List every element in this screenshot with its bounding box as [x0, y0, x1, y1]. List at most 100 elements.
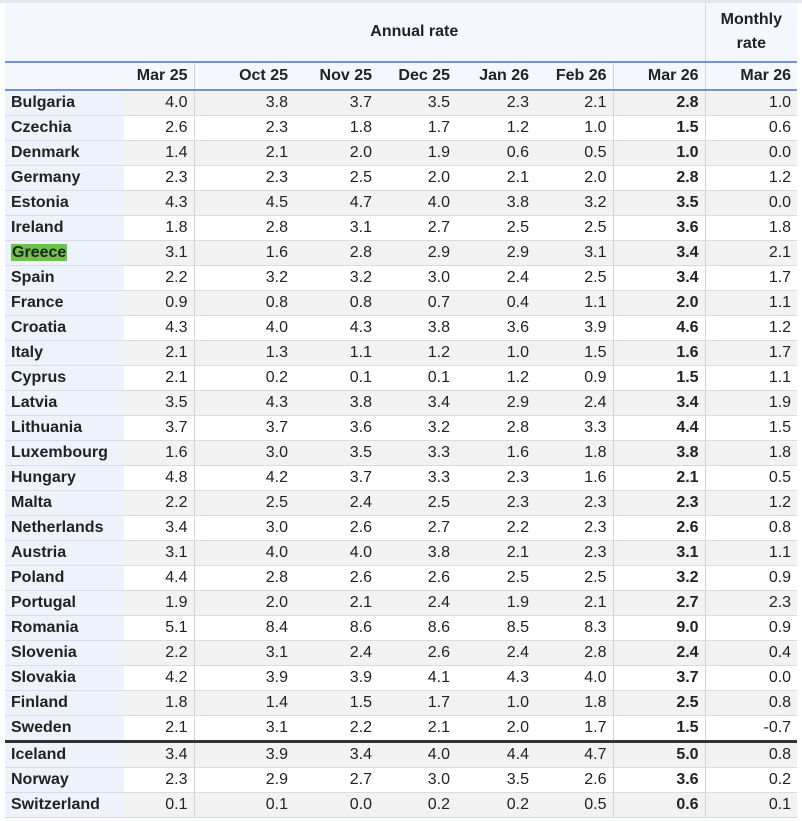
monthly-rate-cell: 0.0 [705, 190, 798, 216]
monthly-rate-cell: 1.2 [705, 315, 798, 341]
annual-rate-cell: 2.5 [456, 565, 535, 591]
annual-rate-cell: 3.9 [194, 740, 294, 768]
annual-rate-cell: 3.5 [613, 190, 706, 216]
annual-rate-cell: 3.4 [294, 740, 378, 768]
monthly-rate-cell: 1.2 [705, 490, 798, 516]
annual-rate-cell: 2.6 [294, 515, 378, 541]
annual-rate-cell: 3.8 [456, 190, 535, 216]
annual-rate-cell: 3.1 [613, 540, 706, 566]
month-header: Dec 25 [378, 61, 456, 91]
country-name: Sweden [11, 719, 72, 736]
annual-rate-cell: 2.1 [124, 715, 195, 742]
annual-rate-cell: 1.5 [613, 715, 706, 742]
country-cell: Italy [5, 340, 124, 366]
annual-rate-cell: 1.5 [294, 690, 378, 716]
annual-rate-cell: 3.8 [378, 315, 456, 341]
month-header: Mar 25 [124, 61, 195, 91]
annual-rate-cell: 2.8 [456, 415, 535, 441]
annual-rate-cell: 3.7 [124, 415, 195, 441]
annual-rate-cell: 2.7 [613, 590, 706, 616]
annual-rate-cell: 8.6 [378, 615, 456, 641]
monthly-rate-cell: 2.1 [705, 240, 798, 266]
monthly-rate-cell: 1.7 [705, 340, 798, 366]
annual-rate-cell: 3.4 [613, 390, 706, 416]
annual-rate-cell: 1.4 [194, 690, 294, 716]
month-header-row: Mar 25 Oct 25 Nov 25 Dec 25 Jan 26 Feb 26 Mar … [5, 61, 798, 91]
annual-rate-cell: 2.6 [613, 515, 706, 541]
country-name: Cyprus [11, 369, 67, 386]
country-name: Finland [11, 694, 68, 711]
annual-rate-cell: 2.6 [535, 767, 614, 793]
country-name: France [11, 294, 64, 311]
annual-rate-cell: 0.5 [535, 140, 614, 166]
annual-rate-cell: 2.4 [535, 390, 614, 416]
month-header: Oct 25 [194, 61, 294, 91]
annual-rate-cell: 1.5 [613, 115, 706, 141]
annual-rate-cell: 3.0 [378, 265, 456, 291]
annual-rate-cell: 5.1 [124, 615, 195, 641]
country-cell: Croatia [5, 315, 124, 341]
monthly-rate-cell: 0.5 [705, 465, 798, 491]
annual-rate-header: Annual rate [124, 3, 706, 62]
country-name: Bulgaria [11, 94, 76, 111]
country-cell: Finland [5, 690, 124, 716]
table-row: Malta 2.2 2.5 2.4 2.5 2.3 2.3 2.3 1.2 [5, 490, 798, 516]
table-row: Estonia 4.3 4.5 4.7 4.0 3.8 3.2 3.5 0.0 [5, 190, 798, 216]
annual-rate-cell: 2.6 [124, 115, 195, 141]
table-row: Poland 4.4 2.8 2.6 2.6 2.5 2.5 3.2 0.9 [5, 565, 798, 591]
annual-rate-cell: 1.6 [456, 440, 535, 466]
annual-rate-cell: 4.3 [194, 390, 294, 416]
annual-rate-cell: 1.5 [613, 365, 706, 391]
annual-rate-cell: 9.0 [613, 615, 706, 641]
country-cell: Slovenia [5, 640, 124, 666]
country-cell: Denmark [5, 140, 124, 166]
monthly-rate-cell: -0.7 [705, 715, 798, 742]
annual-rate-cell: 2.0 [294, 140, 378, 166]
country-cell: Bulgaria [5, 90, 124, 116]
annual-rate-cell: 5.0 [613, 740, 706, 768]
table-row: Lithuania 3.7 3.7 3.6 3.2 2.8 3.3 4.4 1.5 [5, 415, 798, 441]
table-row: Netherlands 3.4 3.0 2.6 2.7 2.2 2.3 2.6 0.8 [5, 515, 798, 541]
annual-rate-cell: 1.2 [456, 365, 535, 391]
annual-rate-cell: 3.5 [294, 440, 378, 466]
annual-rate-cell: 2.3 [535, 540, 614, 566]
annual-rate-cell: 2.2 [294, 715, 378, 742]
annual-rate-cell: 2.1 [456, 165, 535, 191]
month-header: Nov 25 [294, 61, 378, 91]
country-name: Ireland [11, 219, 64, 236]
country-name: Estonia [11, 194, 69, 211]
country-cell: Norway [5, 767, 124, 793]
table-row: Bulgaria 4.0 3.8 3.7 3.5 2.3 2.1 2.8 1.0 [5, 90, 798, 116]
annual-rate-cell: 3.8 [613, 440, 706, 466]
annual-rate-cell: 0.0 [294, 792, 378, 818]
country-name: Germany [11, 169, 81, 186]
annual-rate-cell: 8.3 [535, 615, 614, 641]
annual-rate-cell: 3.4 [613, 240, 706, 266]
table-row: Denmark 1.4 2.1 2.0 1.9 0.6 0.5 1.0 0.0 [5, 140, 798, 166]
month-header: Mar 26 [613, 61, 706, 91]
annual-rate-cell: 4.7 [294, 190, 378, 216]
annual-rate-cell: 2.3 [124, 767, 195, 793]
country-name: Spain [11, 269, 55, 286]
top-strip [0, 0, 802, 3]
country-cell: Latvia [5, 390, 124, 416]
annual-rate-cell: 2.7 [378, 515, 456, 541]
country-cell: Luxembourg [5, 440, 124, 466]
annual-rate-cell: 2.4 [294, 490, 378, 516]
monthly-rate-cell: 0.8 [705, 690, 798, 716]
annual-rate-cell: 4.6 [613, 315, 706, 341]
country-cell: Germany [5, 165, 124, 191]
month-header: Mar 26 [705, 61, 798, 91]
annual-rate-cell: 2.9 [378, 240, 456, 266]
monthly-rate-cell: 1.8 [705, 215, 798, 241]
annual-rate-cell: 8.4 [194, 615, 294, 641]
monthly-rate-cell: 0.0 [705, 140, 798, 166]
table-row: Luxembourg 1.6 3.0 3.5 3.3 1.6 1.8 3.8 1.8 [5, 440, 798, 466]
monthly-rate-header: Monthly rate [704, 3, 798, 62]
table-row: Norway 2.3 2.9 2.7 3.0 3.5 2.6 3.6 0.2 [5, 767, 798, 793]
monthly-rate-cell: 1.1 [705, 540, 798, 566]
monthly-rate-cell: 0.2 [705, 767, 798, 793]
annual-rate-cell: 2.4 [613, 640, 706, 666]
annual-rate-cell: 0.1 [294, 365, 378, 391]
annual-rate-cell: 1.9 [456, 590, 535, 616]
